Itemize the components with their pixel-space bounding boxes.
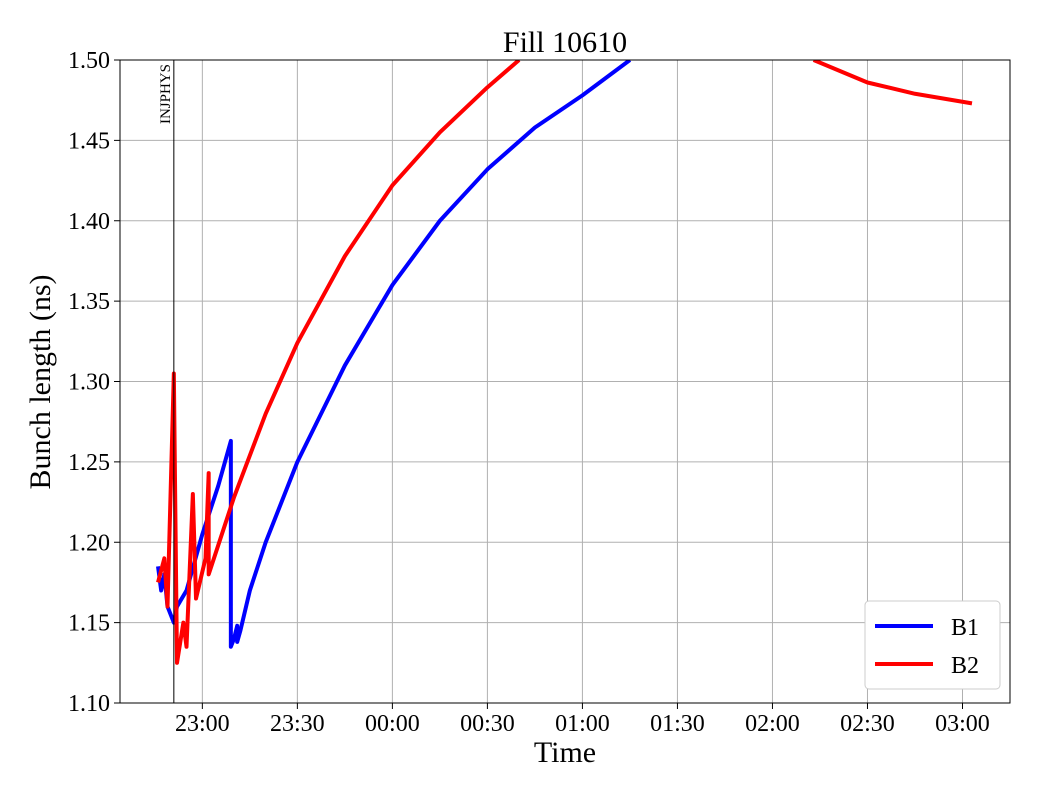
legend-label: B1 (951, 615, 979, 641)
x-tick-label: 23:30 (270, 711, 325, 737)
y-tick-label: 1.35 (68, 289, 110, 315)
x-tick-label: 03:00 (935, 711, 990, 737)
x-tick-label: 01:00 (555, 711, 610, 737)
x-tick-label: 23:00 (175, 711, 230, 737)
series-line (156, 60, 973, 665)
y-axis-label: Bunch length (ns) (24, 275, 57, 490)
x-tick-label: 01:30 (650, 711, 705, 737)
x-tick-label: 00:30 (460, 711, 515, 737)
chart-title: Fill 10610 (503, 26, 627, 59)
legend-box (864, 600, 1001, 690)
x-axis-label: Time (534, 736, 596, 769)
y-tick-label: 1.50 (68, 48, 110, 74)
annotation-label: INJPHYS (158, 64, 174, 124)
y-tick-label: 1.10 (68, 691, 110, 717)
y-tick-label: 1.30 (68, 370, 110, 396)
y-tick-label: 1.40 (68, 209, 110, 235)
legend-label: B2 (951, 653, 979, 679)
y-tick-label: 1.20 (68, 530, 110, 556)
y-tick-label: 1.45 (68, 128, 110, 154)
y-tick-label: 1.15 (68, 611, 110, 637)
x-tick-label: 02:30 (840, 711, 895, 737)
y-tick-label: 1.25 (68, 450, 110, 476)
plot-frame (119, 59, 1011, 704)
x-tick-label: 00:00 (365, 711, 420, 737)
x-tick-label: 02:00 (745, 711, 800, 737)
